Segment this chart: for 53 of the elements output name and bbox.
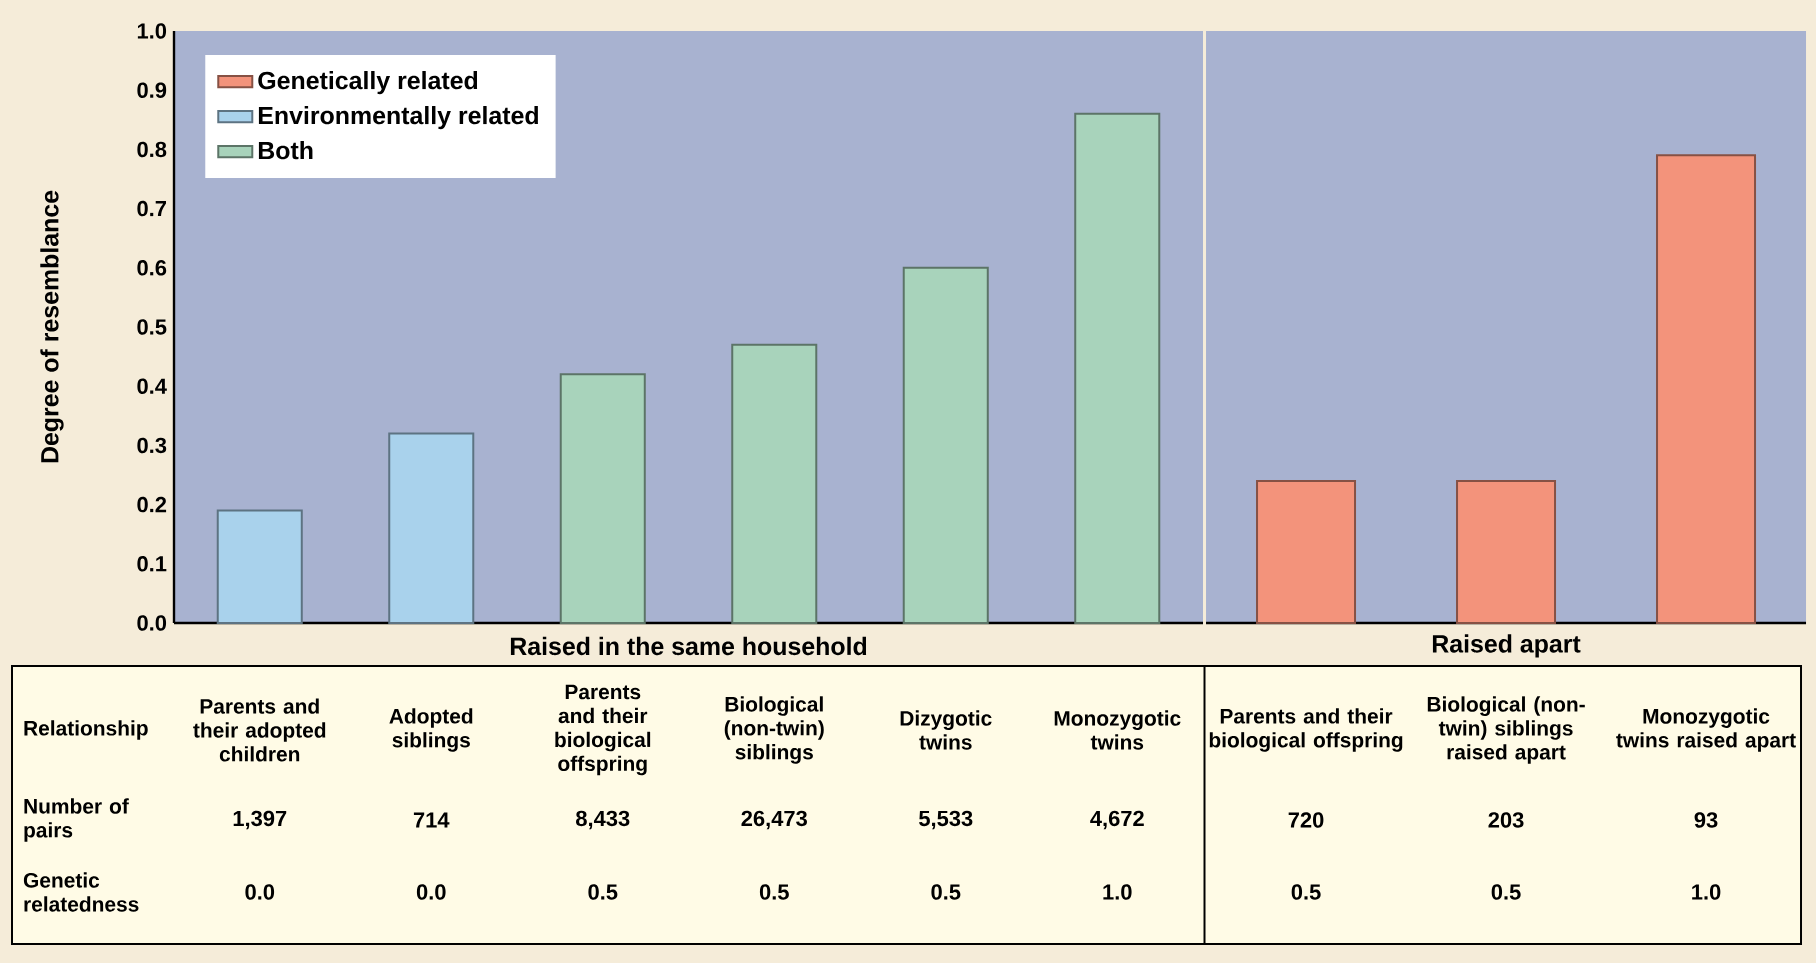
y-tick-label: 0.6 <box>137 260 167 276</box>
bar <box>731 343 818 624</box>
text: 203 <box>1488 812 1524 828</box>
y-tick-label: 0.4 <box>137 378 167 394</box>
y-tick-label: 1.0 <box>137 23 167 39</box>
text: 8,433 <box>576 810 630 830</box>
y-tick-label: 0.3 <box>137 437 167 454</box>
x-axis-title: Raised in the same household <box>510 636 867 656</box>
text: 1.0 <box>1103 884 1132 900</box>
legend-label: Both <box>258 141 313 160</box>
bar <box>559 373 646 624</box>
text: 0.5 <box>931 884 961 900</box>
text: 0.5 <box>1491 884 1521 900</box>
x-tick-label: Parents and their biological offspring <box>555 684 651 776</box>
text: 1,397 <box>233 810 287 830</box>
bar <box>388 432 475 624</box>
text: 93 <box>1694 812 1718 828</box>
text: 0.5 <box>588 884 618 900</box>
bar <box>902 266 989 624</box>
x-axis-title: Raised apart <box>1432 634 1581 658</box>
y-tick-label: 0.8 <box>137 141 167 158</box>
y-axis-title: Degree of resemblance <box>40 190 64 463</box>
x-tick-label: Parents and their adopted children <box>193 698 326 762</box>
x-tick-label: Monozygotic twins raised apart <box>1616 708 1796 752</box>
y-tick-label: 0.2 <box>137 496 167 513</box>
text: 5,533 <box>919 810 973 830</box>
legend-label: Environmentally related <box>258 106 538 130</box>
text: 714 <box>413 812 450 828</box>
text: Relationship <box>24 720 148 740</box>
x-tick-label: Parents and their biological offspring <box>1209 708 1403 752</box>
text: 1.0 <box>1692 884 1721 900</box>
text: 0.5 <box>1291 884 1321 900</box>
y-tick-label: 0.7 <box>137 200 166 217</box>
x-tick-label: Adopted siblings <box>389 708 473 752</box>
text: 0.5 <box>759 884 789 900</box>
x-tick-label: Biological (non-twin) siblings <box>724 696 824 764</box>
text: 4,672 <box>1090 810 1144 830</box>
y-tick-label: 0.0 <box>137 615 167 631</box>
x-tick-label: Biological (non-twin) siblings raised apart <box>1427 696 1585 764</box>
x-tick-label: Dizygotic twins <box>900 710 992 750</box>
bar <box>216 509 303 624</box>
y-tick-label: 0.9 <box>137 82 167 98</box>
text: 0.0 <box>245 884 275 900</box>
text: Number of pairs <box>24 798 129 842</box>
text: 720 <box>1288 812 1324 828</box>
y-tick-label: 0.1 <box>137 556 167 572</box>
y-tick-label: 0.5 <box>137 319 167 335</box>
text: 26,473 <box>741 810 807 830</box>
legend-label: Genetically related <box>258 71 478 95</box>
bar <box>1074 112 1161 624</box>
text: 0.0 <box>416 884 446 900</box>
text: Genetic relatedness <box>23 872 139 912</box>
x-tick-label: Monozygotic twins <box>1054 710 1181 750</box>
